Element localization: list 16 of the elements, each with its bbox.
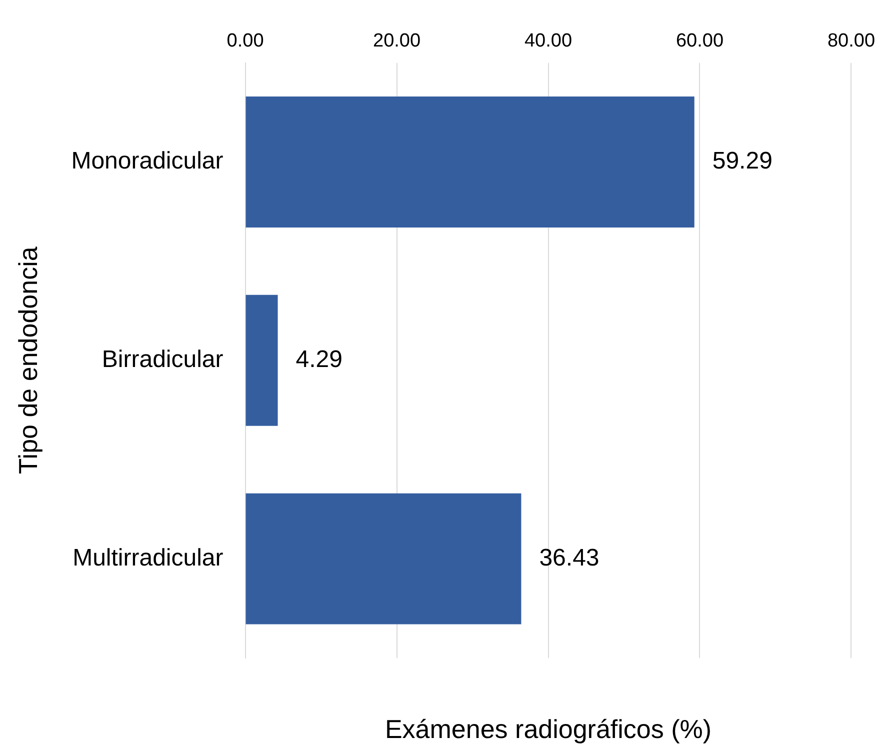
bar [246, 493, 522, 624]
x-tick-label: 80.00 [827, 30, 875, 52]
y-tick-label: Multirradicular [72, 544, 224, 572]
data-label: 59.29 [712, 148, 772, 175]
y-axis-title: Tipo de endodoncia [12, 246, 43, 474]
x-tick-label: 40.00 [524, 30, 572, 52]
x-tick-label: 60.00 [676, 30, 724, 52]
bar [246, 96, 694, 228]
y-tick-label: Monoradicular [71, 148, 224, 175]
bar [246, 294, 278, 426]
y-tick-label: Birradicular [102, 346, 224, 374]
x-tick-label: 20.00 [372, 30, 421, 52]
x-axis-title: Exámenes radiográficos (%) [384, 714, 712, 744]
data-label: 36.43 [539, 544, 600, 572]
x-tick-label: 0.00 [226, 30, 264, 52]
data-label: 4.29 [296, 346, 342, 374]
